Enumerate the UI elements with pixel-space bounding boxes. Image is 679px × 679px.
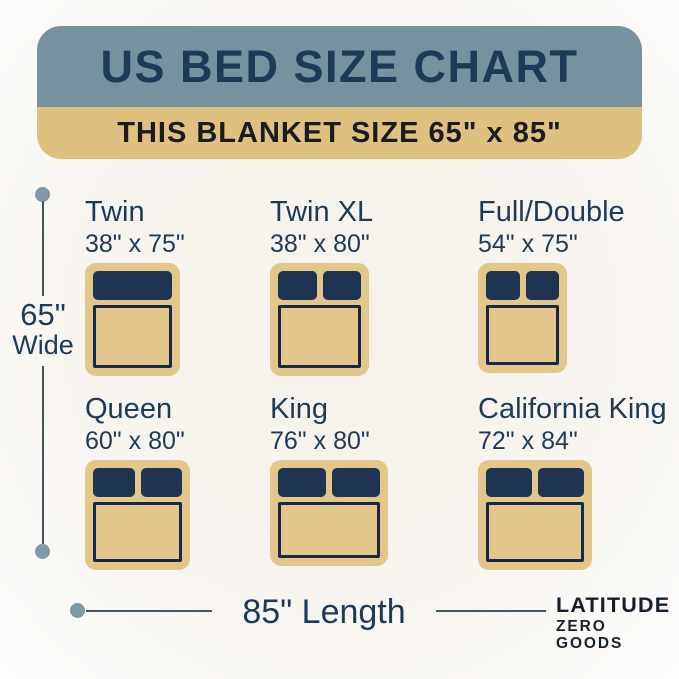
brand-logo: LATITUDE ZERO GOODS xyxy=(556,594,679,652)
bed-size: 38" x 75" xyxy=(85,230,185,258)
bed-icon xyxy=(478,263,567,373)
bed-size: 72" x 84" xyxy=(478,427,578,455)
bed-name: Full/Double xyxy=(478,196,625,228)
bed-name: Twin XL xyxy=(270,196,374,228)
width-dimension-line-lower xyxy=(41,366,44,544)
mattress xyxy=(93,502,182,562)
pillow xyxy=(486,468,532,497)
bed-icon xyxy=(478,460,592,570)
header-banner: US BED SIZE CHART THIS BLANKET SIZE 65" … xyxy=(37,26,642,159)
pillow-row xyxy=(93,468,182,497)
length-dimension-left-dot xyxy=(70,603,85,618)
pillow xyxy=(140,468,182,497)
bed-size: 76" x 80" xyxy=(270,427,370,455)
bed-size: 54" x 75" xyxy=(478,230,578,258)
brand-name: LATITUDE xyxy=(556,593,671,617)
bed-card: King 76" x 80" xyxy=(270,393,480,566)
pillow xyxy=(332,468,380,497)
blanket-size-label: THIS BLANKET SIZE 65" x 85" xyxy=(117,116,562,149)
page-title: US BED SIZE CHART xyxy=(100,40,579,92)
pillow-row xyxy=(278,271,361,300)
pillow xyxy=(538,468,584,497)
width-word: Wide xyxy=(12,330,74,360)
bed-name: California King xyxy=(478,393,667,425)
mattress xyxy=(278,305,361,368)
bed-icon xyxy=(85,460,190,570)
chart-title-band: US BED SIZE CHART xyxy=(37,26,642,107)
length-dimension-line-right xyxy=(436,609,546,612)
length-dimension-line-left xyxy=(86,609,212,612)
mattress xyxy=(486,502,584,562)
bed-card: Full/Double 54" x 75" xyxy=(478,196,679,373)
brand-subname: ZERO GOODS xyxy=(556,618,624,652)
width-dimension-label: 65" Wide xyxy=(0,298,123,360)
pillow xyxy=(93,468,135,497)
width-value: 65" xyxy=(20,297,66,332)
pillow xyxy=(93,271,172,300)
bed-name: Queen xyxy=(85,393,173,425)
bed-size: 38" x 80" xyxy=(270,230,370,258)
bed-card: Queen 60" x 80" xyxy=(85,393,295,570)
pillow-row xyxy=(486,468,584,497)
bed-name: King xyxy=(270,393,329,425)
mattress xyxy=(93,305,172,368)
width-dimension-bottom-dot xyxy=(35,544,50,559)
bed-icon xyxy=(270,460,388,566)
pillow xyxy=(486,271,520,300)
bed-card: Twin XL 38" x 80" xyxy=(270,196,480,376)
bed-icon xyxy=(85,263,180,376)
pillow-row xyxy=(278,468,380,497)
bed-card: Twin 38" x 75" xyxy=(85,196,295,376)
bed-card: California King 72" x 84" xyxy=(478,393,679,570)
bed-size: 60" x 80" xyxy=(85,427,185,455)
mattress xyxy=(486,305,559,365)
blanket-size-band: THIS BLANKET SIZE 65" x 85" xyxy=(37,107,642,159)
pillow xyxy=(278,468,326,497)
width-dimension-top-dot xyxy=(35,187,50,202)
pillow xyxy=(322,271,361,300)
width-dimension-line-upper xyxy=(41,201,44,296)
mattress xyxy=(278,502,380,558)
pillow xyxy=(278,271,317,300)
pillow-row xyxy=(486,271,559,300)
bed-icon xyxy=(270,263,369,376)
length-dimension-label: 85" Length xyxy=(242,593,406,631)
pillow-row xyxy=(93,271,172,300)
bed-name: Twin xyxy=(85,196,145,228)
pillow xyxy=(525,271,559,300)
